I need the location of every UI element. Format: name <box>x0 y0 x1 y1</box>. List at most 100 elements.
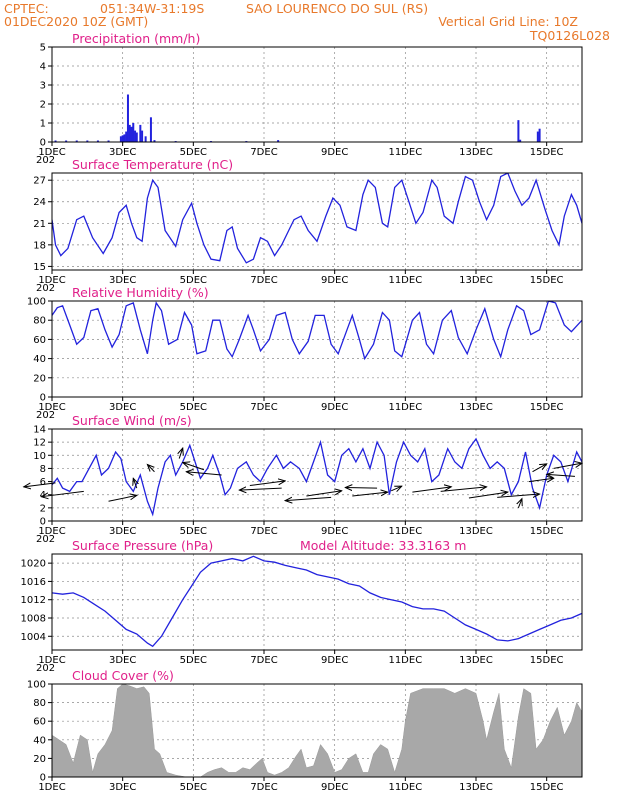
x-tick-label: 9DEC <box>321 147 348 158</box>
x-tick-label: 7DEC <box>250 402 277 413</box>
panel-frame <box>51 46 583 143</box>
y-tick-label: 1 <box>40 119 46 130</box>
y-tick-label: 100 <box>27 680 46 691</box>
year-fragment: 202 <box>36 155 55 166</box>
x-tick-label: 11DEC <box>388 526 422 537</box>
x-tick-label: 13DEC <box>459 655 493 666</box>
year-fragment: 202 <box>36 283 55 294</box>
wind-vector <box>147 464 155 473</box>
header-source: CPTEC: <box>4 1 49 16</box>
y-tick-label: 60 <box>33 717 46 728</box>
wind-vector <box>183 463 205 471</box>
series-line <box>52 555 582 648</box>
panel-1: 15 18 21 24 27 1DEC 3DEC 5DEC 7DEC 9DEC 11DEC 13DEC… <box>33 157 583 294</box>
y-tick-label: 2 <box>40 503 46 514</box>
y-tick-label: 20 <box>33 373 46 384</box>
series-line <box>52 301 582 361</box>
precip-bar <box>139 124 142 142</box>
precip-bar <box>128 124 131 142</box>
wind-vector <box>497 494 539 497</box>
y-tick-label: 10 <box>33 451 46 462</box>
x-tick-label: 3DEC <box>109 147 136 158</box>
x-tick-label: 9DEC <box>321 275 348 286</box>
precip-bar <box>54 140 57 142</box>
y-tick-label: 12 <box>33 438 46 449</box>
precip-bar <box>277 140 280 142</box>
wind-vector <box>518 499 522 509</box>
wind-vector <box>440 487 487 492</box>
y-tick-label: 80 <box>33 316 46 327</box>
y-tick-label: 0 <box>40 773 46 784</box>
x-tick-label: 5DEC <box>180 402 207 413</box>
wind-vector <box>306 491 341 497</box>
x-tick-label: 15DEC <box>530 147 564 158</box>
panel-frame <box>51 300 583 398</box>
precip-bar <box>130 126 133 142</box>
panel-3: 0 2 4 6 8 10 12 14 1DEC 3DEC 5DEC 7DEC 9DEC 11DEC 13DE… <box>24 413 582 545</box>
cloud-cover-area <box>52 684 582 777</box>
x-tick-label: 1DEC <box>38 147 65 158</box>
y-tick-label: 20 <box>33 754 46 765</box>
x-tick-label: 7DEC <box>250 147 277 158</box>
y-tick-label: 3 <box>40 81 46 92</box>
x-tick-label: 9DEC <box>321 402 348 413</box>
panel-0: 0 1 2 3 4 5 1DEC 3DEC 5DEC 7DEC 9DEC 11DEC 13DEC 15DE… <box>36 31 583 166</box>
panel-4: 1004 1008 1012 1016 1020 1DEC 3DEC 5DEC 7DEC 9DEC… <box>21 538 583 674</box>
x-tick-label: 1DEC <box>38 526 65 537</box>
wind-vector <box>285 497 332 500</box>
x-tick-label: 9DEC <box>321 655 348 666</box>
y-tick-label: 21 <box>33 219 46 230</box>
x-tick-label: 11DEC <box>388 655 422 666</box>
wind-vector <box>553 463 582 469</box>
precip-bar <box>134 130 137 142</box>
y-tick-label: 40 <box>33 354 46 365</box>
panel-title: Surface Wind (m/s) <box>72 413 192 428</box>
header-grid-note: Vertical Grid Line: 10Z <box>438 14 578 29</box>
precip-bar <box>135 132 138 142</box>
x-tick-label: 15DEC <box>530 655 564 666</box>
panel-frame <box>51 172 583 271</box>
y-tick-label: 27 <box>33 176 46 187</box>
wind-vector <box>532 464 547 473</box>
x-tick-label: 7DEC <box>250 782 277 793</box>
x-tick-label: 13DEC <box>459 782 493 793</box>
y-tick-label: 1020 <box>21 559 46 570</box>
y-tick-label: 0 <box>40 393 46 404</box>
y-tick-label: 40 <box>33 735 46 746</box>
y-tick-label: 1016 <box>21 577 46 588</box>
wind-vector <box>412 487 451 493</box>
precip-bar <box>149 117 152 142</box>
x-tick-label: 13DEC <box>459 402 493 413</box>
wind-vector <box>345 487 378 488</box>
wind-vector <box>133 478 137 489</box>
x-tick-label: 1DEC <box>38 275 65 286</box>
y-tick-label: 5 <box>40 43 46 54</box>
wind-vector <box>41 490 84 496</box>
x-tick-label: 5DEC <box>180 782 207 793</box>
x-tick-label: 5DEC <box>180 526 207 537</box>
x-tick-label: 9DEC <box>321 526 348 537</box>
precip-bar <box>125 131 128 142</box>
wind-vector <box>239 488 282 490</box>
precip-bar <box>96 140 99 142</box>
header-datetime: 01DEC2020 10Z (GMT) <box>4 14 148 29</box>
precip-bar <box>119 136 122 142</box>
precip-bar <box>519 139 522 142</box>
x-tick-label: 15DEC <box>530 782 564 793</box>
x-tick-label: 3DEC <box>109 402 136 413</box>
y-tick-label: 24 <box>33 197 46 208</box>
panel-frame <box>51 428 583 522</box>
y-tick-label: 1012 <box>21 595 46 606</box>
y-tick-label: 0 <box>40 517 46 528</box>
header: CPTEC: 051:34W-31:19S SAO LOURENCO DO SU… <box>4 1 610 43</box>
wind-vector <box>108 495 137 502</box>
y-tick-label: 6 <box>40 477 46 488</box>
wind-vector <box>249 481 285 487</box>
series-line <box>52 173 582 264</box>
x-tick-label: 3DEC <box>109 526 136 537</box>
x-tick-label: 11DEC <box>388 402 422 413</box>
x-tick-label: 1DEC <box>38 782 65 793</box>
precip-bar <box>538 128 541 142</box>
year-fragment: 202 <box>36 410 55 421</box>
